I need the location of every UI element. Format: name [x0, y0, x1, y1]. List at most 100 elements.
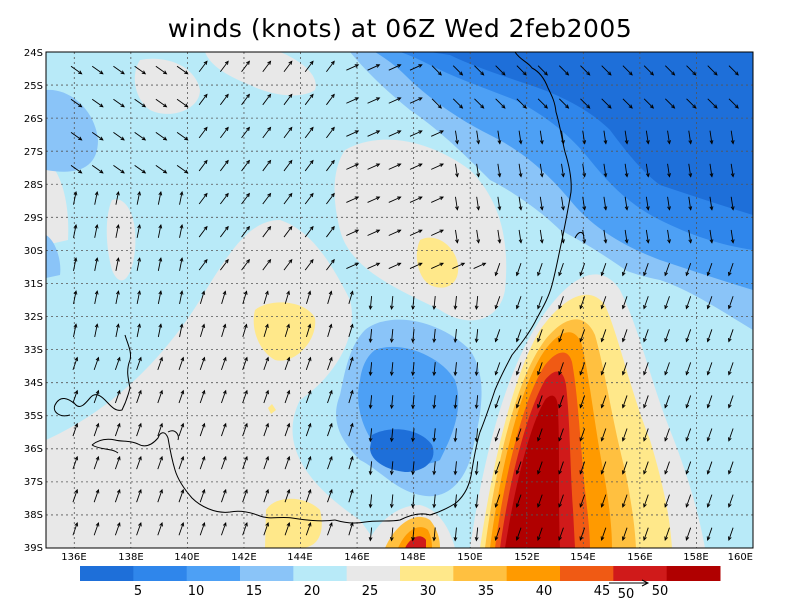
- wind-arrow: [115, 323, 120, 338]
- longitude-labels: 136E 138E 140E 142E 144E 146E 148E 150E …: [61, 552, 753, 563]
- wind-arrow: [621, 395, 628, 409]
- wind-arrow: [283, 93, 293, 106]
- wind-arrow: [198, 93, 208, 106]
- wind-arrow: [455, 229, 459, 244]
- wind-arrow: [198, 159, 208, 172]
- wind-arrow: [621, 329, 628, 343]
- wind-arrow: [474, 527, 479, 542]
- wind-arrow: [494, 494, 501, 508]
- wind-arrow: [305, 422, 312, 437]
- wind-arrow: [304, 192, 314, 205]
- wind-arrow: [221, 422, 227, 437]
- wind-arrow: [134, 98, 147, 108]
- wind-arrow: [389, 329, 394, 344]
- wind-arrow: [283, 258, 293, 271]
- wind-arrow: [241, 60, 250, 73]
- wind-arrow: [242, 389, 248, 404]
- wind-arrow: [730, 196, 735, 211]
- wind-arrow: [706, 296, 713, 310]
- wind-arrow: [409, 262, 423, 269]
- wind-arrow: [115, 224, 120, 238]
- wind-arrow: [664, 263, 670, 277]
- wind-arrow: [284, 356, 291, 371]
- wind-arrow: [537, 494, 543, 508]
- wind-arrow: [262, 93, 272, 106]
- wind-arrow: [431, 65, 442, 76]
- wind-arrow: [579, 329, 586, 343]
- wind-arrow: [179, 323, 184, 338]
- wind-arrow: [664, 296, 670, 310]
- wind-arrow: [326, 60, 335, 73]
- wind-arrow: [367, 196, 381, 203]
- wind-arrow: [621, 461, 628, 475]
- wind-arrow: [709, 163, 714, 178]
- wind-arrow: [685, 428, 692, 442]
- wind-arrow: [688, 196, 693, 211]
- wind-arrow: [70, 131, 83, 141]
- colorbar-label: 30: [420, 584, 437, 599]
- wind-arrow: [178, 455, 185, 470]
- wind-arrow: [91, 165, 104, 174]
- wind-arrow: [70, 165, 83, 174]
- wind-arrow: [242, 521, 248, 536]
- colorbar-label: 35: [478, 584, 495, 599]
- wind-arrow: [221, 389, 227, 404]
- wind-arrow: [72, 389, 79, 404]
- wind-arrow: [621, 527, 628, 541]
- wind-arrow: [667, 163, 671, 178]
- wind-arrow: [221, 323, 227, 338]
- colorbar-label: 10: [188, 584, 205, 599]
- wind-arrow: [221, 290, 227, 304]
- wind-arrow: [664, 527, 670, 541]
- wind-arrow: [70, 98, 83, 108]
- wind-arrow: [727, 362, 734, 376]
- wind-arrow: [624, 163, 629, 178]
- wind-arrow: [685, 329, 692, 343]
- wind-arrow: [114, 389, 121, 404]
- lat-label: 27S: [24, 147, 43, 158]
- wind-arrow: [709, 130, 714, 145]
- wind-arrow: [582, 196, 587, 211]
- wind-arrow: [155, 98, 168, 108]
- wind-arrow: [518, 229, 523, 244]
- wind-arrow: [157, 224, 163, 238]
- wind-arrow: [621, 428, 628, 442]
- wind-arrow: [219, 225, 229, 238]
- wind-arrow: [136, 455, 142, 470]
- wind-arrow: [706, 428, 713, 442]
- wind-arrow: [72, 356, 79, 371]
- wind-arrow: [263, 323, 269, 338]
- wind-arrow: [728, 98, 739, 109]
- wind-arrow: [453, 461, 458, 476]
- wind-arrow: [600, 395, 607, 409]
- wind-arrow: [136, 356, 142, 371]
- wind-arrow: [389, 395, 394, 410]
- wind-arrow: [305, 521, 312, 536]
- wind-arrow: [582, 130, 587, 145]
- wind-arrow: [603, 163, 608, 178]
- wind-arrow: [94, 257, 99, 271]
- wind-arrow: [561, 229, 565, 244]
- wind-arrow: [388, 64, 402, 71]
- lat-label: 34S: [24, 378, 43, 389]
- wind-arrow: [94, 290, 99, 305]
- wind-arrow: [199, 422, 206, 437]
- wind-arrow: [558, 263, 564, 277]
- wind-arrow: [198, 126, 208, 139]
- wind-arrow: [497, 196, 502, 211]
- wind-arrow: [730, 130, 735, 145]
- wind-arrow: [113, 65, 125, 75]
- wind-arrow: [198, 225, 208, 238]
- wind-arrow: [346, 163, 360, 170]
- wind-arrow: [409, 163, 423, 170]
- wind-arrow: [621, 494, 628, 508]
- wind-arrow: [537, 296, 543, 310]
- wind-arrow: [558, 527, 564, 541]
- wind-arrow: [685, 527, 692, 541]
- wind-arrow: [326, 93, 335, 106]
- wind-arrow: [157, 422, 163, 437]
- lat-label: 30S: [24, 246, 43, 257]
- lon-label: 148E: [400, 552, 425, 563]
- wind-arrow: [706, 494, 713, 508]
- wind-arrow: [622, 98, 633, 109]
